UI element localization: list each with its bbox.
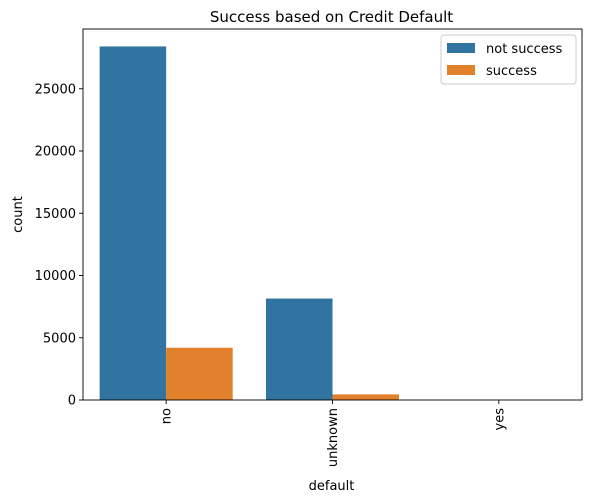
bar-not-success-no	[99, 46, 167, 400]
x-tick-label-yes: yes	[492, 408, 507, 431]
y-axis-label: count	[11, 196, 26, 233]
x-axis: no unknown yes	[160, 400, 507, 467]
legend-label-not-success: not success	[486, 42, 563, 57]
y-tick-label: 25000	[35, 82, 76, 97]
legend: not success success	[440, 34, 577, 85]
legend-swatch-not-success	[447, 43, 475, 53]
bar-success-unknown	[332, 394, 400, 400]
plot-area	[82, 28, 583, 401]
bars-layer	[99, 46, 499, 400]
legend-label-success: success	[486, 64, 537, 79]
x-tick-label-unknown: unknown	[326, 408, 341, 467]
y-tick-label: 5000	[43, 331, 76, 346]
x-tick-label-no: no	[160, 408, 175, 424]
y-tick-label: 10000	[35, 269, 76, 284]
y-tick-label: 15000	[35, 207, 76, 222]
bar-success-no	[166, 347, 233, 400]
y-tick-label: 20000	[35, 145, 76, 160]
chart-title: Success based on Credit Default	[210, 8, 453, 26]
x-axis-label: default	[309, 479, 355, 494]
y-axis: 0 5000 10000 15000 20000 25000	[35, 82, 83, 409]
bar-not-success-unknown	[265, 298, 333, 400]
y-tick-label: 0	[68, 394, 76, 409]
legend-swatch-success	[447, 65, 475, 75]
